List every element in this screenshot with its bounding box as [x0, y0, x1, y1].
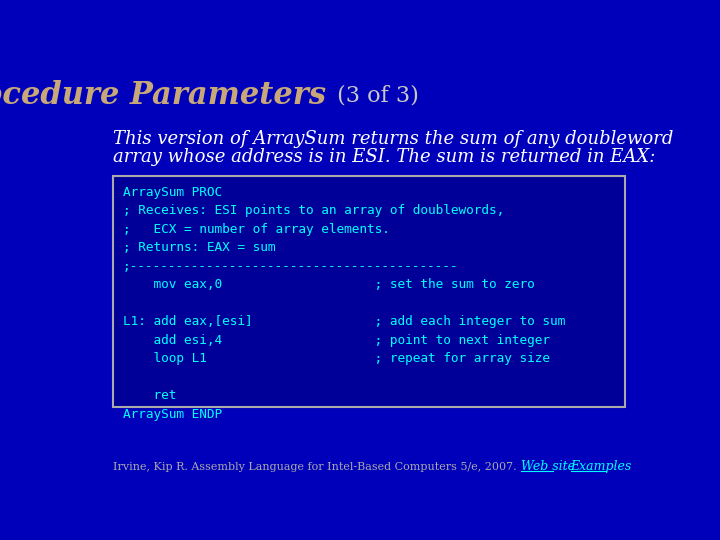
FancyBboxPatch shape	[113, 177, 625, 408]
Text: Web site: Web site	[521, 460, 575, 473]
Text: (3 of 3): (3 of 3)	[330, 85, 419, 106]
Text: This version of ArraySum returns the sum of any doubleword: This version of ArraySum returns the sum…	[113, 130, 674, 148]
Text: Examples: Examples	[570, 460, 631, 473]
Text: array whose address is in ESI. The sum is returned in EAX:: array whose address is in ESI. The sum i…	[113, 148, 656, 166]
Text: Irvine, Kip R. Assembly Language for Intel-Based Computers 5/e, 2007.: Irvine, Kip R. Assembly Language for Int…	[113, 462, 517, 472]
Text: ArraySum PROC
; Receives: ESI points to an array of doublewords,
;   ECX = numbe: ArraySum PROC ; Receives: ESI points to …	[122, 186, 564, 421]
Text: Procedure Parameters: Procedure Parameters	[0, 80, 326, 111]
